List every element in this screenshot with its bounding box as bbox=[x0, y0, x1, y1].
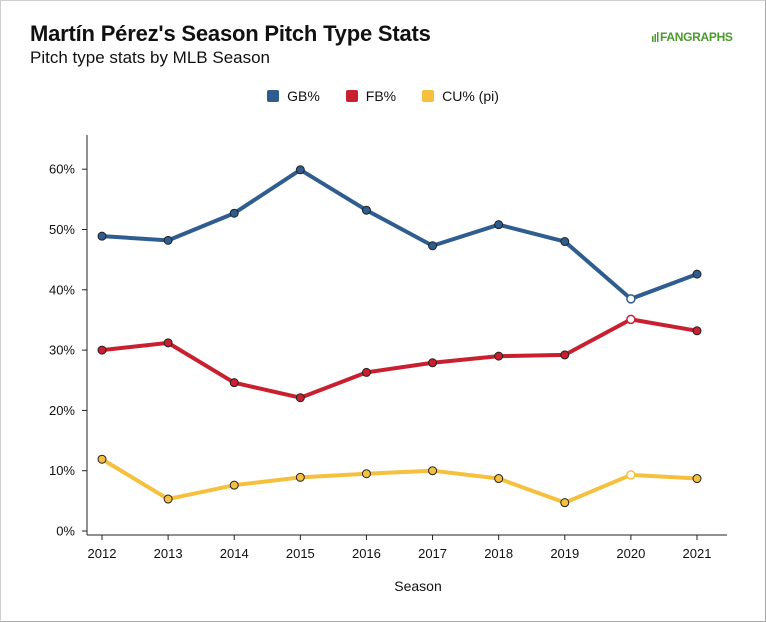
series-line-2 bbox=[100, 457, 699, 505]
data-point bbox=[163, 338, 173, 348]
y-tick-label: 10% bbox=[49, 463, 75, 478]
logo-text: FANGRAPHS bbox=[660, 30, 733, 44]
y-tick-label: 30% bbox=[49, 343, 75, 358]
data-point bbox=[97, 231, 107, 241]
x-tick-label: 2015 bbox=[286, 546, 315, 561]
x-tick-label: 2012 bbox=[88, 546, 117, 561]
legend-label-gb: GB% bbox=[287, 88, 320, 104]
data-point bbox=[692, 474, 702, 484]
data-point bbox=[295, 472, 305, 482]
data-point bbox=[692, 269, 702, 279]
data-point bbox=[428, 241, 438, 251]
data-point bbox=[229, 208, 239, 218]
legend-swatch-cu bbox=[422, 90, 435, 102]
data-point bbox=[97, 454, 107, 464]
data-point bbox=[560, 350, 570, 360]
data-point bbox=[295, 165, 305, 175]
data-point bbox=[428, 466, 438, 476]
data-point bbox=[361, 367, 371, 377]
legend-swatch-gb bbox=[267, 90, 280, 102]
data-point bbox=[97, 345, 107, 355]
data-point bbox=[295, 393, 305, 403]
data-point bbox=[626, 314, 636, 325]
data-point bbox=[229, 480, 239, 490]
data-point bbox=[692, 326, 702, 336]
y-tick-label: 0% bbox=[56, 524, 75, 539]
data-point bbox=[560, 237, 570, 247]
x-tick-label: 2018 bbox=[484, 546, 513, 561]
chart-title: Martín Pérez's Season Pitch Type Stats bbox=[30, 21, 431, 46]
data-point bbox=[361, 205, 371, 215]
fangraphs-logo-icon bbox=[652, 32, 659, 42]
data-point bbox=[163, 235, 173, 245]
x-tick-label: 2020 bbox=[616, 546, 645, 561]
series-lines bbox=[100, 167, 699, 505]
x-tick-label: 2013 bbox=[154, 546, 183, 561]
series-points bbox=[97, 165, 702, 508]
x-tick-label: 2014 bbox=[220, 546, 249, 561]
y-tick-label: 40% bbox=[49, 282, 75, 297]
x-axis-title: Season bbox=[394, 578, 441, 594]
data-point bbox=[428, 358, 438, 368]
data-point bbox=[626, 470, 636, 480]
chart-axes: 0% 10% 20% 30% 40% 50% 60% 2012 2013 2014 2015 2016… bbox=[49, 135, 727, 561]
y-tick-label: 60% bbox=[49, 162, 75, 177]
data-point bbox=[560, 498, 570, 508]
x-tick-label: 2017 bbox=[418, 546, 447, 561]
legend-label-fb: FB% bbox=[365, 88, 397, 104]
legend-item-gb[interactable]: GB% bbox=[267, 88, 320, 104]
y-tick-label: 50% bbox=[49, 222, 75, 237]
legend-item-fb[interactable]: FB% bbox=[345, 88, 397, 104]
x-tick-label: 2016 bbox=[352, 546, 381, 561]
data-point bbox=[361, 469, 371, 479]
data-point bbox=[626, 294, 636, 304]
legend-swatch-fb bbox=[345, 90, 358, 102]
x-tick-label: 2021 bbox=[683, 546, 712, 561]
legend-item-cu[interactable]: CU% (pi) bbox=[422, 88, 499, 104]
data-point bbox=[163, 494, 173, 504]
data-point bbox=[494, 474, 504, 484]
data-point bbox=[494, 220, 504, 230]
fangraphs-logo: FANGRAPHS bbox=[652, 30, 733, 44]
chart-subtitle: Pitch type stats by MLB Season bbox=[30, 48, 271, 67]
data-point bbox=[494, 351, 504, 361]
y-tick-label: 20% bbox=[49, 403, 75, 418]
x-tick-label: 2019 bbox=[550, 546, 579, 561]
series-line-1 bbox=[100, 317, 699, 400]
data-point bbox=[229, 378, 239, 388]
series-line-0 bbox=[100, 167, 699, 301]
legend-label-cu: CU% (pi) bbox=[442, 88, 499, 104]
chart-legend: GB% FB% CU% (pi) bbox=[0, 88, 766, 104]
